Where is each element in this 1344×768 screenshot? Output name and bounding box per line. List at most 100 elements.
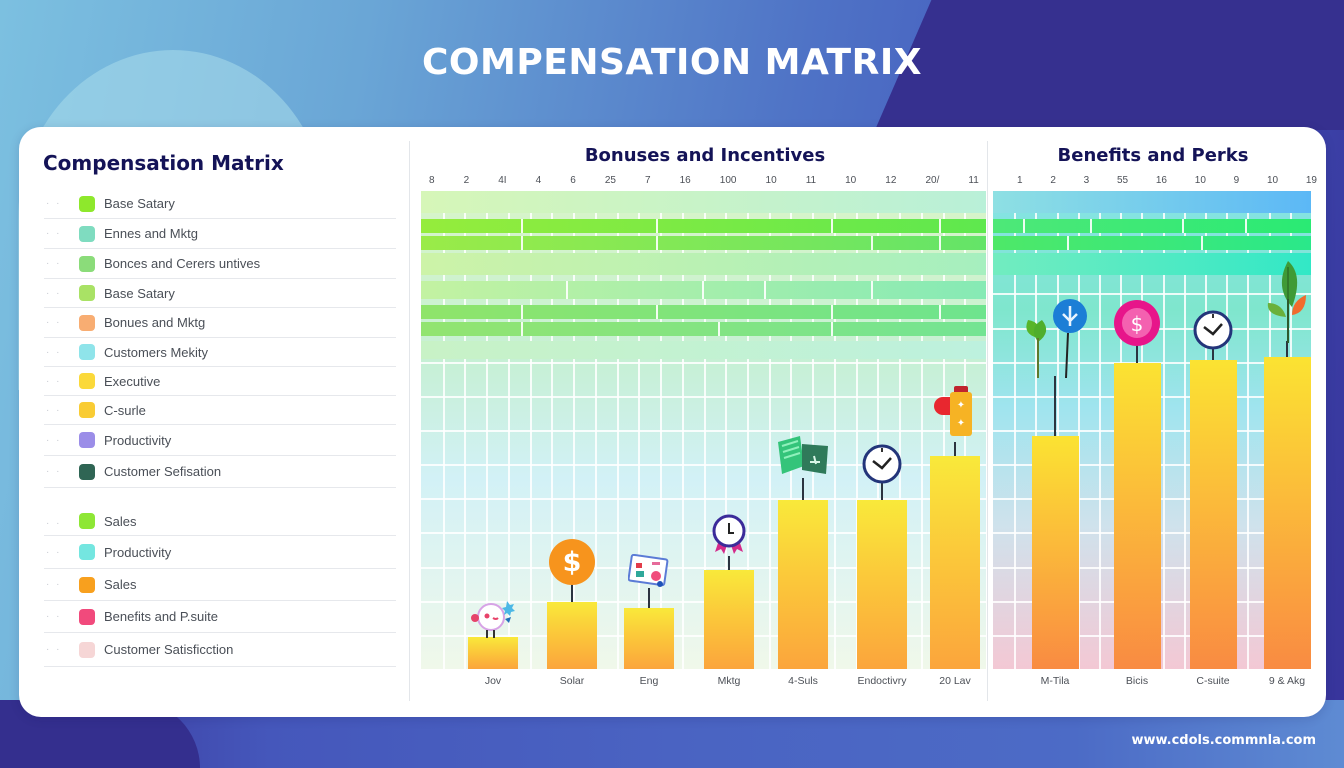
plant-badge-icon <box>1020 298 1090 379</box>
heat-band <box>993 236 1311 250</box>
grid-line <box>421 634 986 637</box>
band-segment <box>421 305 659 319</box>
clock-icon <box>1193 310 1233 350</box>
legend-swatch <box>79 608 95 625</box>
drag-handle-icon[interactable]: · · <box>46 518 62 529</box>
bar-endoctivry[interactable] <box>857 500 907 669</box>
bar-9-akg[interactable] <box>1263 356 1311 669</box>
band-segment <box>993 219 1092 233</box>
legend-label: Benefits and P.suite <box>104 609 218 624</box>
legend-swatch <box>79 513 95 529</box>
x-axis-label: Mktg <box>717 675 741 687</box>
bar-solar[interactable] <box>547 602 597 669</box>
legend-item[interactable]: · · C-surle <box>44 396 396 425</box>
legend-swatch <box>79 225 95 242</box>
band-segment <box>421 236 873 250</box>
tick-label: 3 <box>1083 175 1090 186</box>
legend-label: Bonues and Mktg <box>104 315 206 330</box>
legend-item[interactable]: · · Benefits and P.suite <box>44 601 396 633</box>
drag-handle-icon[interactable]: · · <box>46 287 62 299</box>
legend-item[interactable]: · · Customer Sefisation <box>44 456 396 488</box>
bar-c-suite[interactable] <box>1189 359 1237 669</box>
drag-handle-icon[interactable]: · · <box>46 466 62 477</box>
x-axis-label: Eng <box>639 675 659 687</box>
bar-bicis[interactable] <box>1113 363 1161 669</box>
legend-item[interactable]: · · Base Satary <box>44 189 396 219</box>
legend-label: Executive <box>104 373 161 389</box>
band-segment <box>421 219 523 233</box>
legend-item[interactable]: · · Productivity <box>44 425 396 456</box>
x-axis-label: Jov <box>484 675 502 687</box>
drag-handle-icon[interactable]: · · <box>46 434 62 446</box>
icon-stem <box>648 588 650 609</box>
legend-item[interactable]: · · Customer Satisficction <box>44 633 396 667</box>
legend-title: Compensation Matrix <box>43 151 284 175</box>
band-segment <box>993 219 1025 233</box>
legend-item[interactable]: · · Base Satary <box>44 279 396 308</box>
tick-label: 10 <box>1194 175 1206 186</box>
band-segment <box>993 219 1248 233</box>
legend-swatch <box>79 255 95 272</box>
drag-handle-icon[interactable]: · · <box>46 375 62 387</box>
legend-item[interactable]: · · Productivity <box>44 536 396 569</box>
icon-stem <box>728 556 730 571</box>
tick-label: 19 <box>1305 175 1317 186</box>
legend-swatch <box>79 373 95 389</box>
drag-handle-icon[interactable]: · · <box>46 611 62 622</box>
bar-20-lav[interactable] <box>930 455 980 669</box>
drag-handle-icon[interactable]: · · <box>46 346 62 358</box>
tick-label: 4I <box>498 175 507 186</box>
heat-band <box>993 219 1311 233</box>
tick-label: 1 <box>1017 175 1023 186</box>
legend-swatch <box>79 544 95 560</box>
chart-title-bonuses: Bonuses and Incentives <box>584 145 826 166</box>
svg-text:$: $ <box>563 547 582 578</box>
legend-panel: Compensation Matrix · · Base Satary · · Enn… <box>19 127 409 717</box>
legend-label: Customers Mekity <box>104 344 209 360</box>
bar-4-suls[interactable] <box>778 500 828 669</box>
legend-item[interactable]: · · Bonues and Mktg <box>44 308 396 338</box>
drag-handle-icon[interactable]: · · <box>46 258 62 269</box>
drag-handle-icon[interactable]: · · <box>46 317 62 328</box>
legend-item[interactable]: · · Ennes and Mktg <box>44 219 396 249</box>
drag-handle-icon[interactable]: · · <box>46 198 62 209</box>
band-segment <box>421 305 941 319</box>
legend-label: Base Satary <box>104 196 175 211</box>
tick-label: 20/ <box>925 175 940 186</box>
drag-handle-icon[interactable]: · · <box>46 579 62 590</box>
legend-item[interactable]: · · Bonces and Cerers untives <box>44 249 396 279</box>
tick-label: 12 <box>885 175 897 186</box>
bar-mktg[interactable] <box>704 570 754 669</box>
drag-handle-icon[interactable]: · · <box>46 546 62 558</box>
svg-text:✦: ✦ <box>957 418 965 429</box>
band-segment <box>421 219 941 233</box>
legend-item[interactable]: · · Customers Mekity <box>44 338 396 367</box>
tick-label: 100 <box>719 175 737 186</box>
footer-url[interactable]: www.cdols.commnla.com <box>1131 733 1316 748</box>
x-labels-bonuses: Jov Solar Eng Mktg 4-Suls Endoctivry 20 Lav <box>421 675 986 691</box>
plot-area-bonuses: $ ✦ ✦ <box>421 191 986 669</box>
icon-stem <box>1136 345 1138 364</box>
drag-handle-icon[interactable]: · · <box>46 404 62 416</box>
band-segment <box>421 236 941 250</box>
background-shape-right <box>875 0 1344 130</box>
bar-m-tila[interactable] <box>1031 436 1079 669</box>
legend-item[interactable]: · · Executive <box>44 367 396 396</box>
heat-band <box>421 236 986 250</box>
heat-band <box>421 341 986 359</box>
legend-item[interactable]: · · Sales <box>44 569 396 601</box>
award-clock-icon <box>711 514 747 558</box>
legend-swatch <box>79 463 95 480</box>
leaf-plant-icon <box>1264 259 1310 343</box>
icon-stem <box>954 441 956 456</box>
heat-band <box>993 253 1311 275</box>
drag-handle-icon[interactable]: · · <box>46 644 62 655</box>
grid-line <box>421 532 986 535</box>
bar-eng[interactable] <box>624 608 674 669</box>
bar-jov[interactable] <box>468 637 518 669</box>
icon-stem <box>571 584 573 603</box>
legend-label: Customer Sefisation <box>104 464 222 479</box>
legend-item[interactable]: · · Sales <box>44 488 396 536</box>
drag-handle-icon[interactable]: · · <box>46 228 62 239</box>
chart-divider <box>987 141 988 701</box>
